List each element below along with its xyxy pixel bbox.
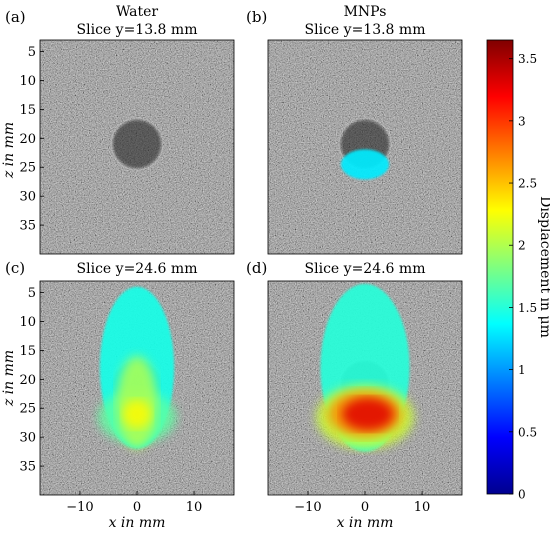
x-tick-label: 10: [414, 500, 431, 515]
y-tick-label: 10: [19, 74, 36, 89]
colorbar-tick-label: 1: [518, 363, 526, 377]
colorbar-tick-label: 0: [518, 488, 526, 502]
colorbar-tick-label: 1.5: [518, 301, 537, 315]
colorbar-tick-label: 2: [518, 239, 526, 253]
y-axis-ticks: 5 10 15 20 25 30 35: [19, 286, 44, 475]
y-tick-label: 20: [19, 132, 36, 147]
colorbar-tick-label: 3: [518, 114, 526, 128]
y-tick-label: 15: [19, 103, 36, 118]
x-axis-label: x in mm: [109, 515, 166, 531]
x-tick-label: 0: [361, 500, 369, 515]
colorbar: 0 0.5 1 1.5 2 2.5 3 3.5 Displacement in μm: [486, 39, 550, 502]
y-tick-label: 5: [28, 45, 36, 60]
plot-area: [267, 39, 463, 255]
displacement-region: [341, 149, 389, 180]
x-axis-ticks: −10 0 10: [294, 491, 430, 515]
x-tick-label: −10: [66, 500, 93, 515]
y-tick-label: 25: [19, 161, 36, 176]
panel-b: (b) MNPs Slice y=13.8 mm: [246, 4, 463, 255]
plot-area: [39, 280, 235, 496]
colorbar-label: Displacement in μm: [537, 196, 550, 338]
panel-a: (a) Water Slice y=13.8 mm 5101520253035 …: [1, 4, 235, 255]
inclusion-rim: [110, 117, 164, 171]
inclusion: [113, 120, 161, 169]
panel-c: (c) Slice y=24.6 mm 5 10 15 20 25 30 35 −10 0 10…: [1, 259, 235, 531]
x-axis-ticks: −10 0 10: [66, 491, 202, 515]
y-axis-label: z in mm: [1, 350, 17, 407]
y-tick-label: 30: [19, 431, 36, 446]
panel-label: (d): [246, 259, 267, 277]
displacement-region: [122, 399, 152, 429]
colorbar-ticks: 0 0.5 1 1.5 2 2.5 3 3.5: [509, 52, 537, 502]
panel-title: Water: [116, 4, 158, 20]
y-tick-label: 25: [19, 402, 36, 417]
panel-label: (a): [5, 8, 26, 26]
y-tick-label: 20: [19, 373, 36, 388]
panel-title: MNPs: [344, 4, 387, 20]
y-tick-label: 5: [28, 286, 36, 301]
plot-area: [267, 280, 463, 496]
x-tick-label: 10: [186, 500, 203, 515]
colorbar-tick-label: 3.5: [518, 52, 537, 66]
y-tick-label: 35: [19, 219, 36, 234]
panel-d: (d) Slice y=24.6 mm −10 0 10 x in mm: [246, 259, 463, 531]
x-tick-label: −10: [294, 500, 321, 515]
colorbar-gradient: [486, 39, 514, 495]
axes-frame: [39, 39, 235, 255]
y-axis-label: z in mm: [1, 122, 17, 179]
x-axis-label: x in mm: [337, 515, 394, 531]
displacement-region: [342, 397, 394, 431]
panel-subtitle: Slice y=24.6 mm: [77, 261, 198, 277]
colorbar-tick-label: 0.5: [518, 425, 537, 439]
plot-area: [39, 39, 235, 255]
y-tick-label: 35: [19, 460, 36, 475]
panel-label: (c): [5, 259, 25, 277]
y-axis-ticks: 5 10 15 20 25 30 35: [19, 45, 44, 234]
panel-subtitle: Slice y=24.6 mm: [305, 261, 426, 277]
y-tick-label: 10: [19, 315, 36, 330]
panel-subtitle: Slice y=13.8 mm: [305, 22, 426, 38]
panel-label: (b): [246, 8, 267, 26]
axes-frame: [267, 39, 463, 255]
panel-subtitle: Slice y=13.8 mm: [77, 22, 198, 38]
x-tick-label: 0: [133, 500, 141, 515]
colorbar-tick-label: 2.5: [518, 177, 537, 191]
y-tick-label: 15: [19, 344, 36, 359]
y-tick-label: 30: [19, 190, 36, 205]
